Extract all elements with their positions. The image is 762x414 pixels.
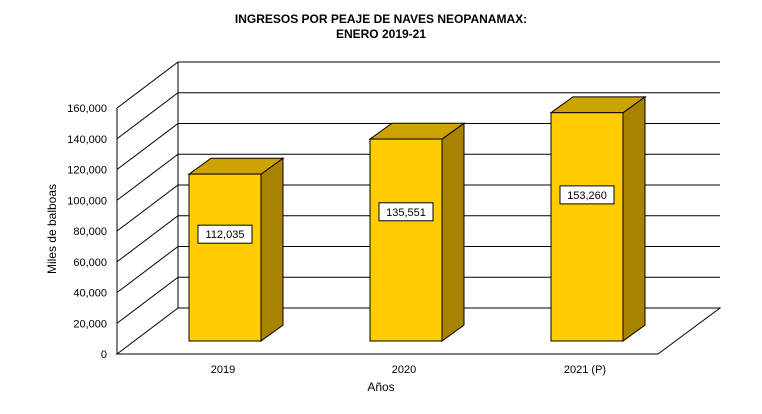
gridline — [116, 92, 720, 140]
data-label-box — [378, 202, 434, 222]
gridline — [116, 184, 720, 232]
x-tick-label: 2021 (P) — [564, 364, 606, 376]
gridline — [116, 61, 720, 109]
y-tick-label: 100,000 — [67, 195, 107, 207]
bar-side — [260, 157, 284, 342]
bar-front — [188, 173, 262, 342]
y-tick-label: 60,000 — [73, 257, 107, 269]
bar-front — [369, 138, 443, 342]
x-tick-label: 2019 — [211, 364, 235, 376]
y-tick-label: 80,000 — [73, 226, 107, 238]
y-tick-label: 40,000 — [73, 288, 107, 300]
chart-title: INGRESOS POR PEAJE DE NAVES NEOPANAMAX: … — [235, 12, 527, 41]
bar: 135,551 — [368, 122, 466, 342]
gridline — [116, 123, 720, 170]
gridline — [116, 215, 720, 263]
x-tick-label: 2020 — [392, 364, 416, 376]
chart-title-line-1: INGRESOS POR PEAJE DE NAVES NEOPANAMAX: — [235, 12, 527, 26]
data-label-box — [197, 224, 253, 244]
y-tick-label: 20,000 — [73, 318, 107, 330]
y-tick-labels: 0 20,000 40,000 60,000 80,000 100,000 120,000 1… — [67, 103, 107, 361]
gridlines — [116, 61, 720, 324]
bar-side — [441, 122, 465, 342]
bar: 112,035 — [187, 157, 285, 342]
bar-front — [550, 112, 624, 342]
y-axis-label: Miles de balboas — [45, 184, 59, 274]
y-tick-label: 160,000 — [67, 103, 107, 115]
gridline — [116, 246, 720, 293]
data-label: 153,260 — [567, 190, 607, 202]
data-label-box — [559, 185, 615, 205]
gridline — [116, 153, 720, 201]
gridline — [116, 276, 720, 324]
y-tick-label: 140,000 — [67, 134, 107, 146]
data-label: 135,551 — [386, 207, 426, 219]
data-label: 112,035 — [206, 229, 245, 241]
chart-title-line-2: ENERO 2019-21 — [336, 27, 426, 41]
bars: 112,035 135,551 153,260 — [187, 95, 647, 342]
x-axis-label: Años — [367, 380, 394, 394]
floor — [115, 307, 722, 355]
y-tick-label: 120,000 — [67, 165, 107, 177]
y-tick-label: 0 — [101, 349, 107, 361]
bar: 153,260 — [549, 95, 647, 342]
x-tick-labels: 2019 2020 2021 (P) — [211, 364, 606, 376]
bar-side — [622, 95, 646, 342]
